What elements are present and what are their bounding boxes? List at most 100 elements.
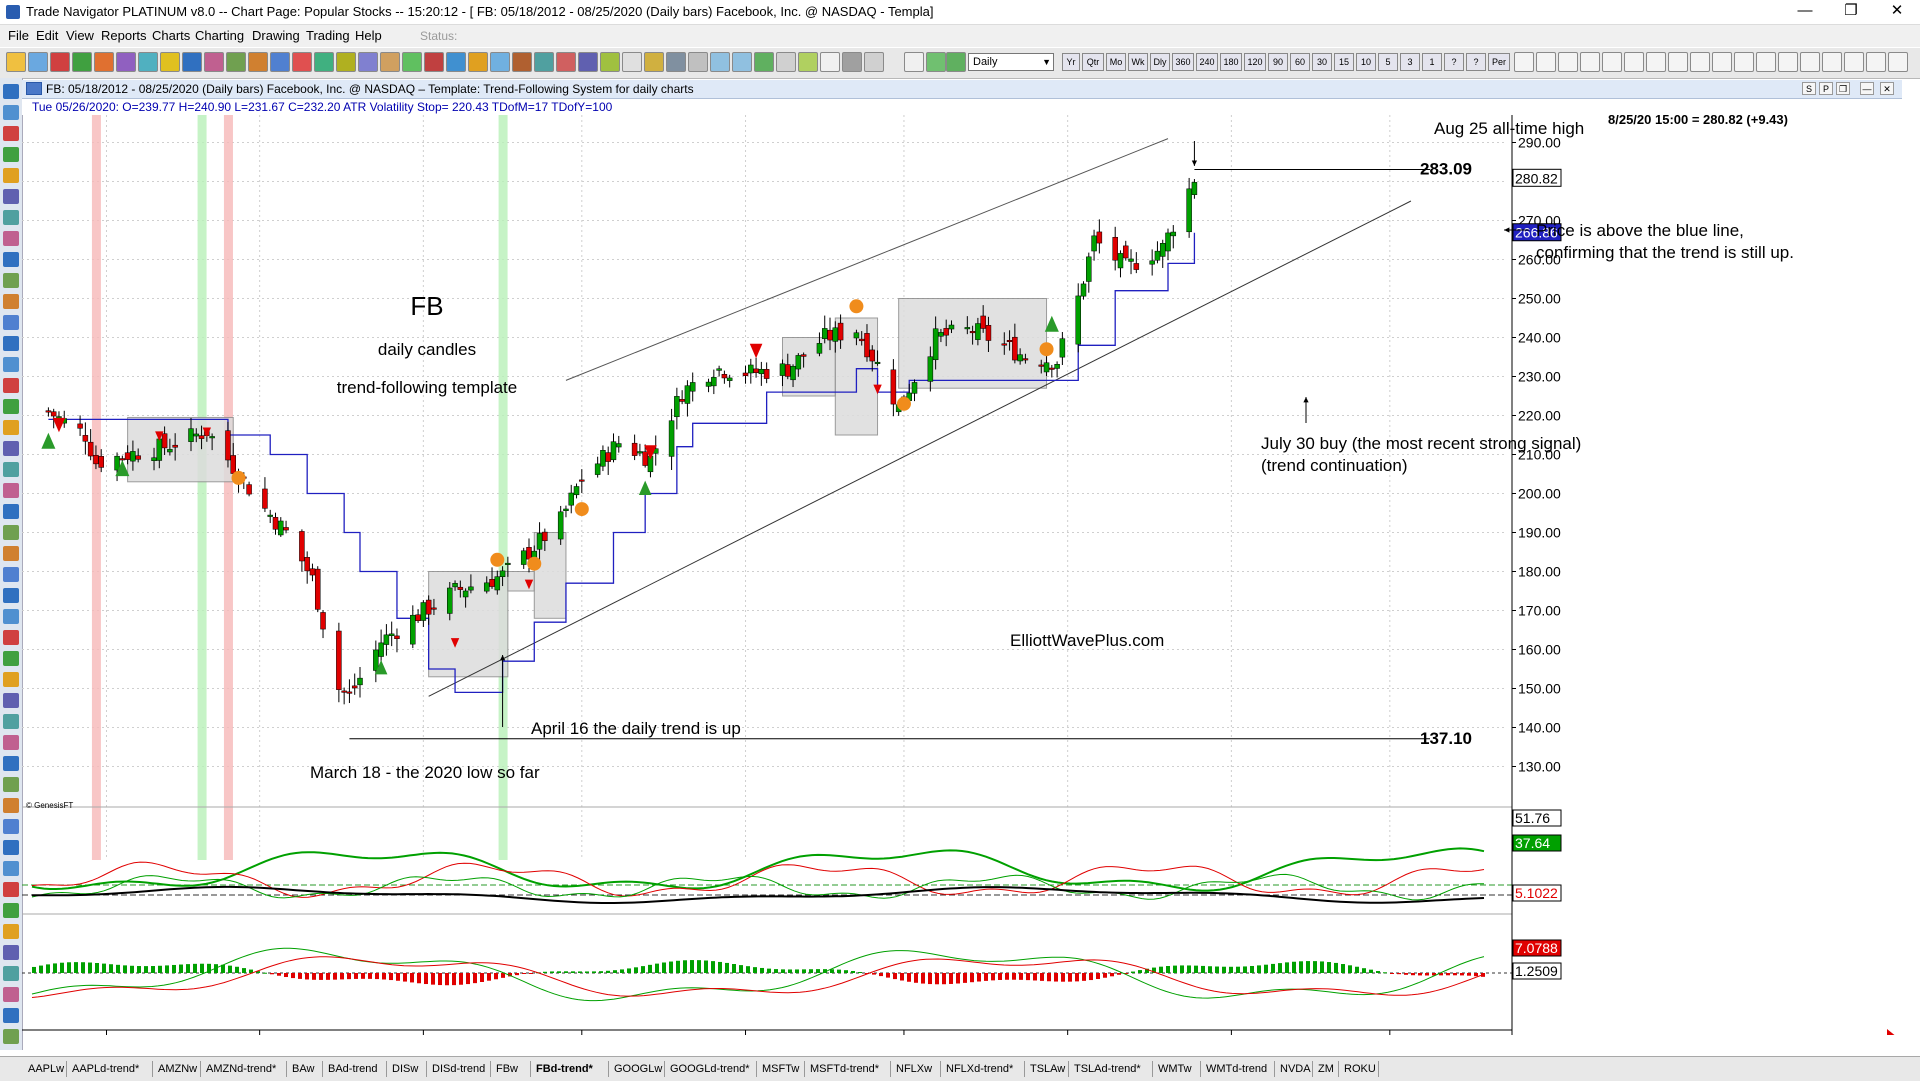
period-15-button[interactable]: 15 — [1334, 53, 1354, 71]
drawing-tool-icon[interactable] — [3, 588, 19, 603]
tab-msftd-trend[interactable]: MSFTd-trend* — [810, 1063, 880, 1075]
menu-trading[interactable]: Trading — [306, 28, 350, 43]
menu-charting[interactable]: Charting — [195, 28, 245, 43]
tab-googlw[interactable]: GOOGLw — [614, 1063, 663, 1075]
period-60-button[interactable]: 60 — [1290, 53, 1310, 71]
drawing-tool-icon[interactable] — [3, 735, 19, 750]
scan-icon[interactable] — [94, 52, 114, 72]
chart-p-button[interactable]: P — [1819, 82, 1833, 95]
symbol-link-icon[interactable] — [926, 52, 946, 72]
period-3-button[interactable]: 3 — [1400, 53, 1420, 71]
drawing-tool-icon[interactable] — [3, 966, 19, 981]
drawing-tool-icon[interactable] — [3, 357, 19, 372]
study-icon[interactable] — [226, 52, 246, 72]
lock-icon[interactable] — [688, 52, 708, 72]
drawing-tool-icon[interactable] — [3, 294, 19, 309]
period-90-button[interactable]: 90 — [1268, 53, 1288, 71]
drawing-tool-icon[interactable] — [3, 168, 19, 183]
drawing-tool-icon[interactable] — [3, 336, 19, 351]
kagi-icon[interactable] — [1690, 52, 1710, 72]
trade-icon[interactable] — [314, 52, 334, 72]
page-icon[interactable] — [358, 52, 378, 72]
tab-amznd-trend[interactable]: AMZNd-trend* — [206, 1063, 277, 1075]
marker-icon[interactable] — [424, 52, 444, 72]
drawing-tool-icon[interactable] — [3, 630, 19, 645]
favorite-icon[interactable] — [798, 52, 818, 72]
zoom-in-icon[interactable] — [710, 52, 730, 72]
drawing-tool-icon[interactable] — [3, 672, 19, 687]
drawing-tool-icon[interactable] — [3, 420, 19, 435]
hlc-icon[interactable] — [1646, 52, 1666, 72]
template-icon[interactable] — [204, 52, 224, 72]
drawing-tool-icon[interactable] — [3, 777, 19, 792]
drawing-tool-icon[interactable] — [3, 882, 19, 897]
drawing-tool-icon[interactable] — [3, 504, 19, 519]
drawing-tool-icon[interactable] — [3, 1008, 19, 1023]
period-mo-button[interactable]: Mo — [1106, 53, 1126, 71]
drawing-tool-icon[interactable] — [3, 315, 19, 330]
tab-baw[interactable]: BAw — [292, 1063, 315, 1075]
tab-disd-trend[interactable]: DISd-trend — [432, 1063, 486, 1075]
tab-fbw[interactable]: FBw — [496, 1063, 518, 1075]
tab-nflxd-trend[interactable]: NFLXd-trend* — [946, 1063, 1014, 1075]
tab-wmtw[interactable]: WMTw — [1158, 1063, 1192, 1075]
renko-icon[interactable] — [1712, 52, 1732, 72]
quote-icon[interactable] — [72, 52, 92, 72]
chart-restore-button[interactable]: ❐ — [1836, 82, 1850, 95]
text-icon[interactable] — [556, 52, 576, 72]
period-yr-button[interactable]: Yr — [1062, 53, 1080, 71]
drawing-tool-icon[interactable] — [3, 840, 19, 855]
strategy-icon[interactable] — [116, 52, 136, 72]
candle-chart-icon[interactable] — [1536, 52, 1556, 72]
layout-icon[interactable] — [842, 52, 862, 72]
drawing-tool-icon[interactable] — [3, 210, 19, 225]
restore-button[interactable]: ❐ — [1844, 2, 1858, 19]
menu-charts[interactable]: Charts — [152, 28, 191, 43]
menu-help[interactable]: Help — [355, 28, 382, 43]
drawing-tool-icon[interactable] — [3, 756, 19, 771]
tab-msftw[interactable]: MSFTw — [762, 1063, 800, 1075]
period-240-button[interactable]: 240 — [1196, 53, 1218, 71]
tab-tslad-trend[interactable]: TSLAd-trend* — [1074, 1063, 1141, 1075]
drawing-tool-icon[interactable] — [3, 462, 19, 477]
save-icon[interactable] — [28, 52, 48, 72]
settings-icon[interactable] — [776, 52, 796, 72]
tab-tslaw[interactable]: TSLAw — [1030, 1063, 1066, 1075]
point-chart-icon[interactable] — [1602, 52, 1622, 72]
chart-minimize-button[interactable]: — — [1860, 82, 1874, 95]
period-custom2-button[interactable]: ? — [1466, 53, 1486, 71]
heikin-icon[interactable] — [1756, 52, 1776, 72]
minimize-button[interactable]: — — [1797, 2, 1813, 19]
tab-aapld-trend[interactable]: AAPLd-trend* — [72, 1063, 140, 1075]
drawing-tool-icon[interactable] — [3, 105, 19, 120]
close-button[interactable]: ✕ — [1890, 2, 1904, 19]
menu-drawing[interactable]: Drawing — [252, 28, 300, 43]
price-chart[interactable]: 283.09 137.10 51.76 37.64 5.1022 7.0788 1.25… — [22, 115, 1902, 1035]
period-360-button[interactable]: 360 — [1172, 53, 1194, 71]
drawing-tool-icon[interactable] — [3, 903, 19, 918]
expand-icon[interactable] — [1844, 52, 1864, 72]
tab-zm[interactable]: ZM — [1318, 1063, 1334, 1075]
compass-icon[interactable] — [622, 52, 642, 72]
drawing-tool-icon[interactable] — [3, 147, 19, 162]
line-icon[interactable] — [446, 52, 466, 72]
help-icon[interactable] — [820, 52, 840, 72]
tab-wmtd-trend[interactable]: WMTd-trend — [1206, 1063, 1268, 1075]
scroll-right-icon[interactable] — [1800, 52, 1820, 72]
zoom-out-icon[interactable] — [732, 52, 752, 72]
drawing-tool-icon[interactable] — [3, 84, 19, 99]
drawing-tool-icon[interactable] — [3, 651, 19, 666]
tab-disw[interactable]: DISw — [392, 1063, 419, 1075]
period-120-button[interactable]: 120 — [1244, 53, 1266, 71]
drawing-tool-icon[interactable] — [3, 945, 19, 960]
compress-icon[interactable] — [1822, 52, 1842, 72]
stop-icon[interactable] — [292, 52, 312, 72]
eraser-icon[interactable] — [600, 52, 620, 72]
cursor-icon[interactable] — [490, 52, 510, 72]
pnf-icon[interactable] — [1734, 52, 1754, 72]
hand-icon[interactable] — [644, 52, 664, 72]
tab-bad-trend[interactable]: BAd-trend — [328, 1063, 378, 1075]
news-icon[interactable] — [138, 52, 158, 72]
menu-view[interactable]: View — [66, 28, 94, 43]
toolbar-extra-icon[interactable] — [904, 52, 924, 72]
